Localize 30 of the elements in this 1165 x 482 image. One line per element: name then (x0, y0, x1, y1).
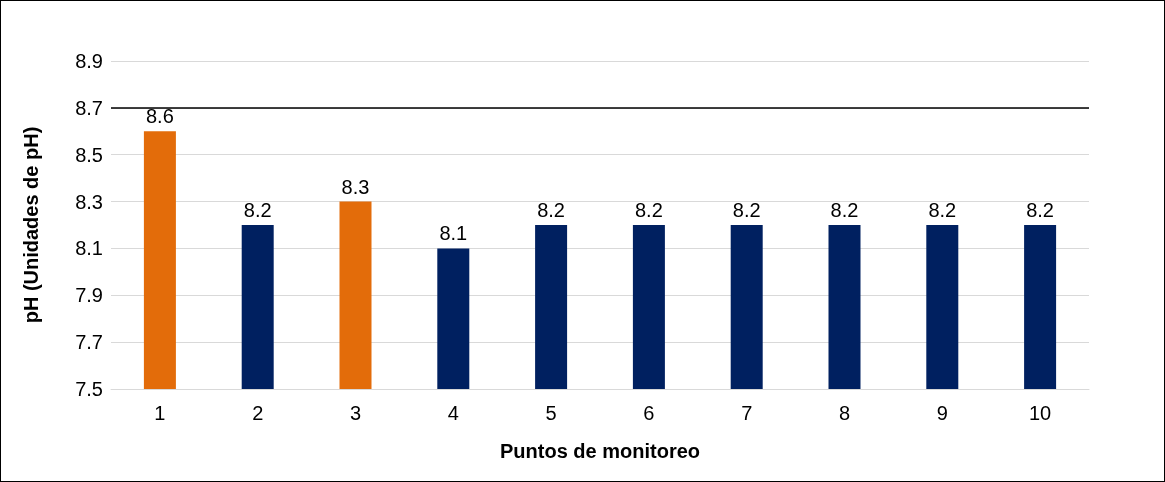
y-tick-label: 8.3 (75, 190, 103, 213)
y-tick-label: 7.7 (75, 331, 103, 354)
x-tick-label: 5 (545, 402, 557, 424)
y-tick-label: 8.5 (75, 143, 103, 166)
data-label: 8.3 (341, 175, 370, 198)
data-label: 8.1 (439, 222, 468, 245)
y-tick-label: 7.9 (75, 284, 103, 307)
data-label: 8.2 (537, 199, 566, 221)
x-tick-label: 1 (154, 402, 166, 424)
x-tick-label: 10 (1028, 402, 1052, 424)
data-label: 8.2 (928, 199, 957, 221)
x-tick-label: 4 (447, 402, 459, 424)
x-tick-label: 7 (741, 402, 753, 424)
x-tick-label: 2 (252, 402, 264, 424)
data-label: 8.2 (1026, 199, 1055, 221)
y-tick-label: 8.7 (75, 96, 103, 119)
x-tick-label: 3 (349, 402, 362, 424)
data-label: 8.2 (634, 199, 663, 221)
y-tick-label: 8.9 (75, 50, 103, 72)
y-tick-label: 8.1 (75, 237, 103, 260)
y-axis-title: pH (Unidades de pH) (20, 126, 42, 324)
y-tick-label: 7.5 (75, 378, 103, 400)
x-tick-label: 6 (643, 402, 655, 424)
x-axis-title: Puntos de monitoreo (500, 440, 700, 462)
x-tick-label: 8 (838, 402, 851, 424)
data-label: 8.2 (732, 199, 761, 221)
data-label: 8.6 (145, 105, 174, 128)
data-label: 8.2 (243, 199, 272, 221)
data-label: 8.2 (830, 199, 859, 221)
x-tick-label: 9 (936, 402, 948, 424)
